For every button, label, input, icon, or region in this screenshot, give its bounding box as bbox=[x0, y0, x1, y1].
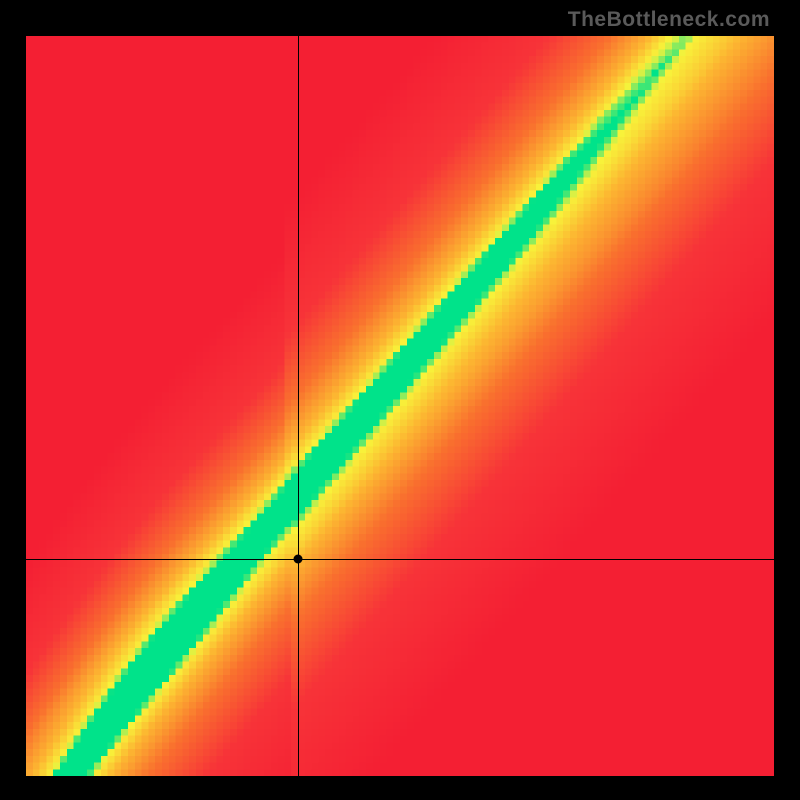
heatmap-plot-area bbox=[26, 36, 774, 776]
crosshair-vertical-line bbox=[298, 36, 299, 776]
crosshair-horizontal-line bbox=[26, 559, 774, 560]
chart-container: TheBottleneck.com bbox=[0, 0, 800, 800]
heatmap-canvas bbox=[26, 36, 774, 776]
selection-marker-dot bbox=[293, 555, 302, 564]
watermark-text: TheBottleneck.com bbox=[568, 8, 770, 32]
